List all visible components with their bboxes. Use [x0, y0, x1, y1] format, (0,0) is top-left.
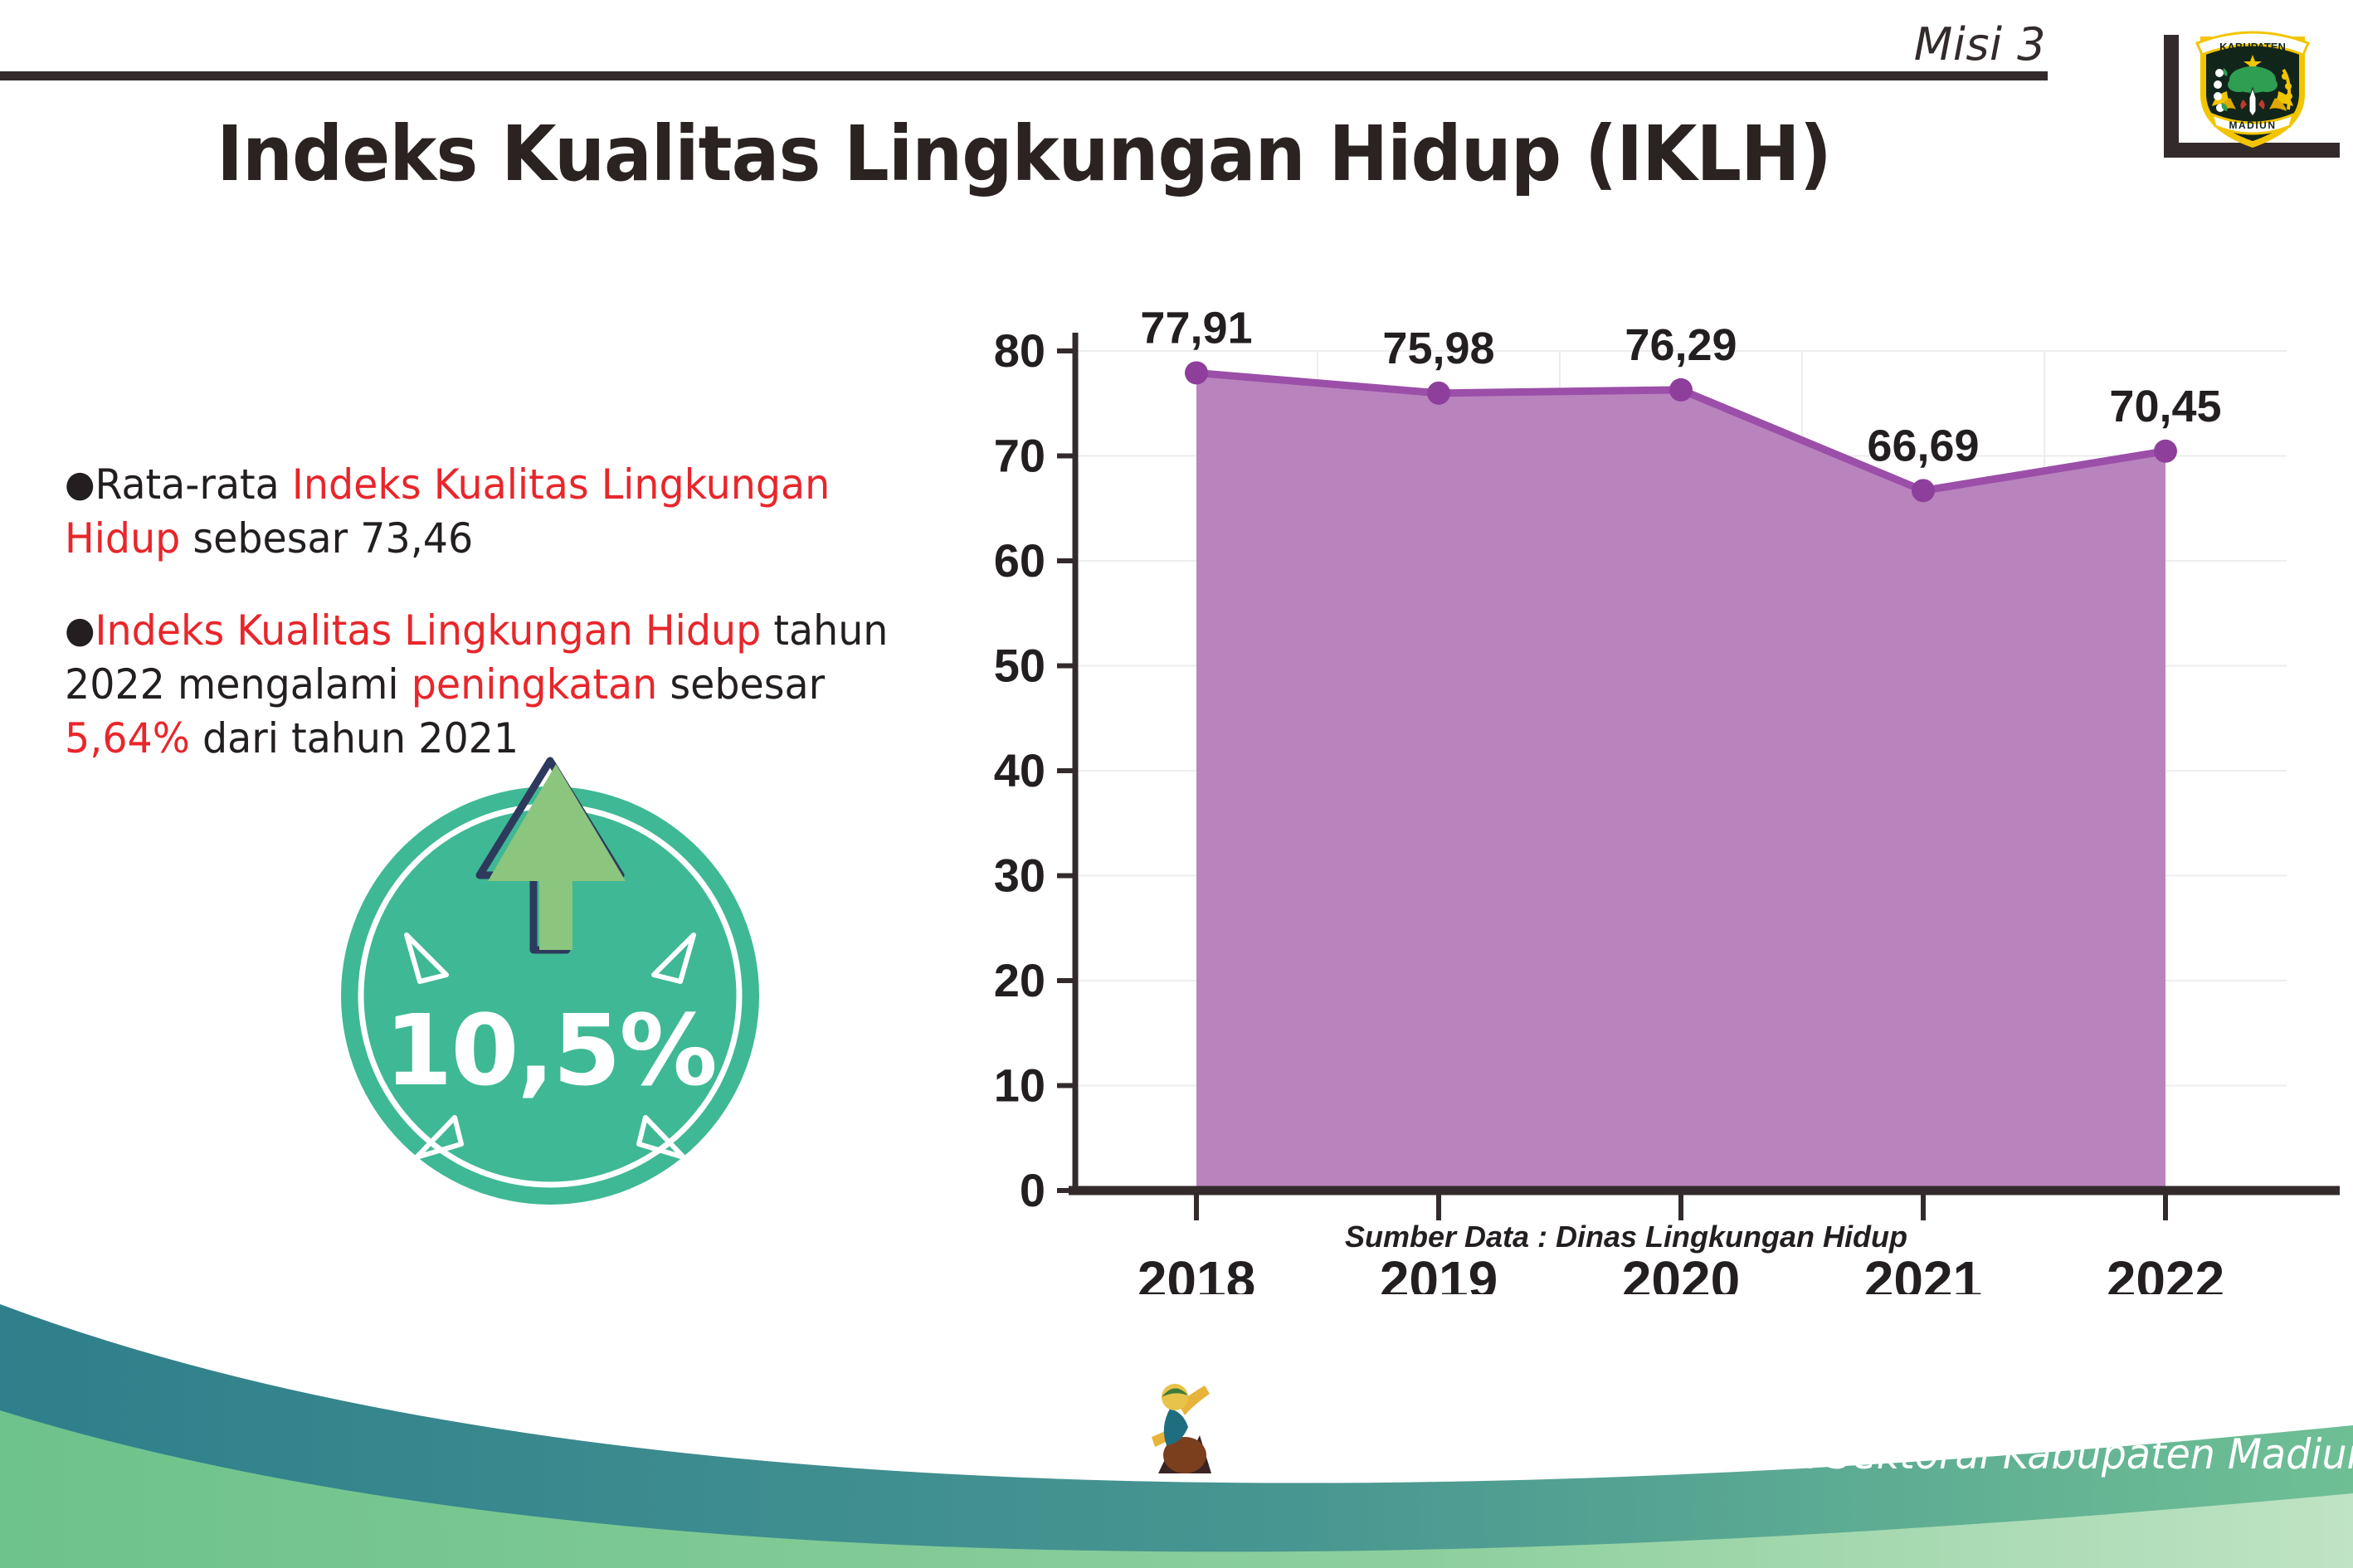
footer-wave-top	[0, 1304, 2353, 1568]
plain-phrase: sebesar	[657, 660, 826, 709]
misi-label: Misi 3	[1913, 18, 2046, 71]
header-divider-rule	[0, 71, 2048, 80]
y-axis-tick-label: 30	[994, 850, 1045, 902]
highlighted-phrase: 5,64%	[65, 714, 190, 762]
footer-wave-bottom	[0, 1410, 2353, 1568]
increase-badge: 10,5%	[330, 751, 770, 1215]
footer-text: Media Infografis Data Statistik Sektoral…	[1218, 1430, 2353, 1478]
x-axis-tick-label: 2022	[2107, 1250, 2224, 1294]
x-axis-tick-label: 2021	[1864, 1250, 1982, 1294]
highlighted-phrase: Indeks Kualitas Lingkungan Hidup	[95, 606, 762, 655]
bullet-text-average: Rata-rata Indeks Kualitas Lingkungan Hid…	[65, 460, 830, 562]
iklh-area-chart: 77,91 75,98 76,29 66,69 70,45 0 10 20 30 40 50 60 70…	[979, 274, 2340, 1294]
bullet-item-increase: ●Indeks Kualitas Lingkungan Hidup tahun …	[65, 604, 900, 766]
logo-bracket-vertical	[2164, 35, 2179, 158]
plain-phrase: sebesar 73,46	[180, 514, 474, 562]
data-label: 75,98	[1382, 324, 1494, 373]
data-point-marker	[1427, 381, 1450, 405]
y-axis-tick-label: 80	[994, 324, 1045, 377]
x-axis-tick-label: 2018	[1138, 1250, 1255, 1294]
logo-bracket-horizontal	[2164, 143, 2340, 158]
kabupaten-madiun-crest-icon: KABUPATEN	[2190, 18, 2315, 151]
chart-canvas: 77,91 75,98 76,29 66,69 70,45 0 10 20 30 40 50 60 70…	[994, 303, 2340, 1294]
crest-top-banner-text: KABUPATEN	[2219, 41, 2286, 53]
y-axis-tick-label: 10	[994, 1059, 1045, 1112]
bullet-text-increase: Indeks Kualitas Lingkungan Hidup tahun 2…	[65, 606, 888, 762]
y-axis-tick-label: 20	[994, 954, 1045, 1006]
bullet-item-average: ●Rata-rata Indeks Kualitas Lingkungan Hi…	[65, 458, 900, 566]
data-point-marker	[2154, 439, 2177, 463]
up-arrow-icon	[488, 764, 626, 950]
y-axis-tick-label: 70	[994, 430, 1045, 482]
footer-banner: Media Infografis Data Statistik Sektoral…	[0, 1286, 2353, 1568]
plain-phrase: Rata-rata	[95, 460, 292, 509]
series-area-fill	[1196, 373, 2165, 1191]
highlighted-phrase: Indeks Kualitas Lingkungan Hidup	[65, 460, 831, 562]
page-title: Indeks Kualitas Lingkungan Hidup (IKLH)	[217, 110, 1832, 198]
badge-circle	[341, 786, 759, 1205]
x-axis-tick-label: 2019	[1380, 1250, 1498, 1294]
data-point-marker	[1669, 377, 1693, 402]
data-label: 77,91	[1140, 303, 1252, 353]
bullet-dot-icon: ●	[65, 608, 95, 651]
y-axis-tick-label: 0	[1020, 1164, 1045, 1216]
x-axis-tick-label: 2020	[1622, 1250, 1740, 1294]
data-point-marker	[1185, 361, 1208, 385]
y-axis-tick-label: 50	[994, 640, 1045, 692]
data-label: 76,29	[1625, 320, 1737, 370]
bullet-list: ●Rata-rata Indeks Kualitas Lingkungan Hi…	[65, 458, 944, 804]
data-label: 66,69	[1867, 421, 1979, 470]
crest-bottom-banner-text: MADIUN	[2229, 119, 2277, 131]
dancing-figure-logo-icon	[1133, 1376, 1225, 1492]
plain-phrase: dari tahun 2021	[189, 714, 519, 762]
bullet-dot-icon: ●	[65, 462, 95, 505]
data-label: 70,45	[2109, 382, 2221, 431]
y-axis-tick-label: 40	[994, 744, 1045, 796]
highlighted-phrase: peningkatan	[411, 660, 658, 709]
plain-phrase: tahun 2022 mengalami	[65, 606, 889, 709]
chart-source-caption: Sumber Data : Dinas Lingkungan Hidup	[1344, 1220, 1908, 1254]
data-point-marker	[1912, 479, 1935, 503]
y-axis-tick-label: 60	[994, 534, 1045, 587]
